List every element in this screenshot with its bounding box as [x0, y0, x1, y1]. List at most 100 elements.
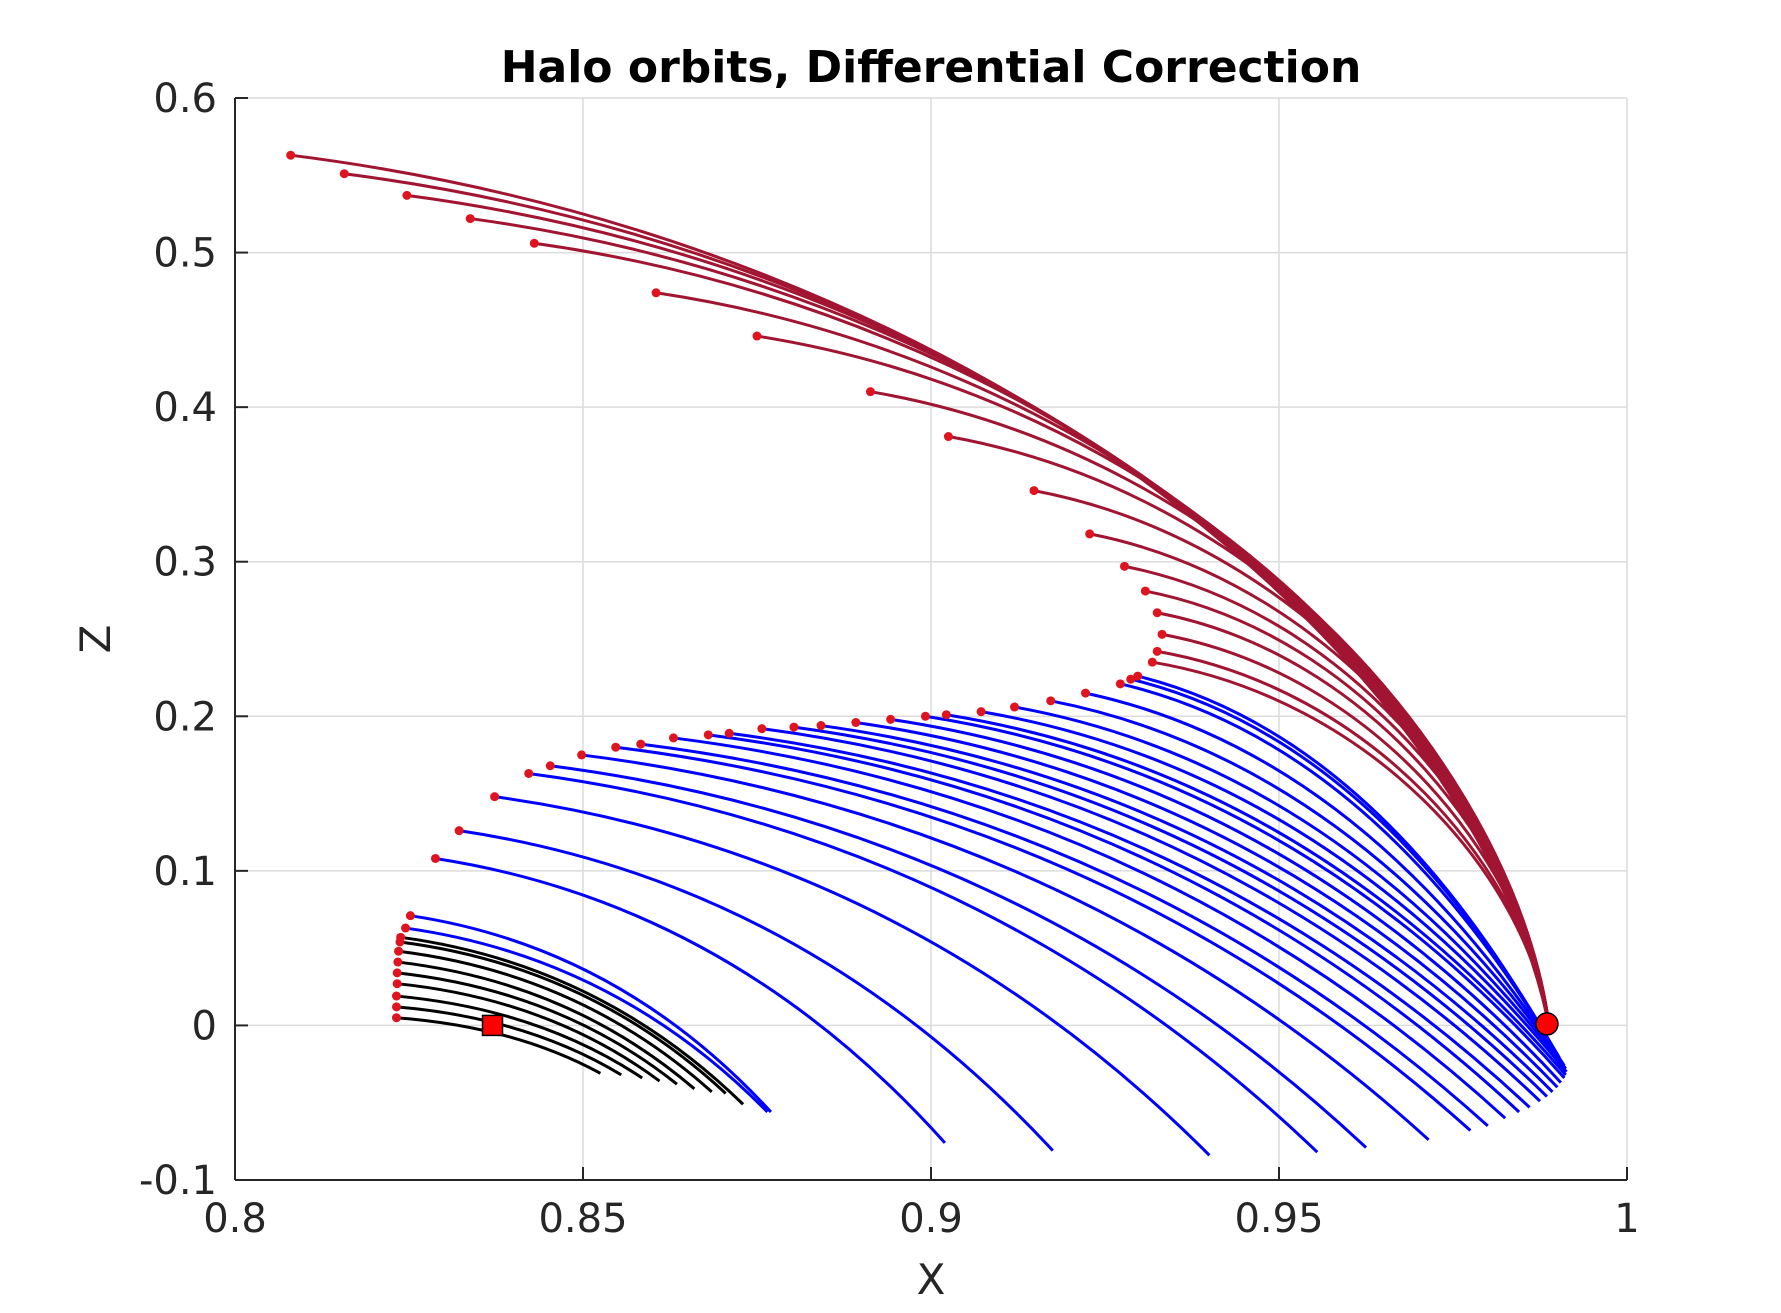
orbit-curve-black [397, 960, 696, 1090]
orbit-curve-blue [890, 717, 1562, 1084]
start-point-marker [529, 238, 539, 248]
start-point-marker [393, 957, 403, 967]
orbit-curve-blue [1085, 691, 1564, 1064]
orbit-curve-blue [640, 742, 1489, 1128]
start-point-marker [886, 714, 896, 724]
start-point-marker [1152, 608, 1162, 618]
start-point-marker [941, 710, 951, 720]
start-markers [286, 150, 1167, 1023]
orbit-curve-blue [708, 733, 1521, 1114]
start-point-marker [286, 150, 296, 160]
start-point-marker [636, 739, 646, 749]
special-markers [481, 1012, 1559, 1037]
start-point-marker [391, 1013, 401, 1023]
y-tick-label: 0 [192, 1003, 217, 1049]
start-point-marker [1115, 679, 1125, 689]
start-point-marker [1157, 629, 1167, 639]
y-tick-label: 0.6 [153, 76, 217, 122]
x-tick-label: 0.85 [538, 1196, 627, 1242]
start-point-marker [401, 923, 411, 933]
orbit-curve-blue [528, 771, 1319, 1154]
orbit-curve-black [396, 994, 643, 1080]
x-axis-label: X [917, 1255, 946, 1304]
start-point-marker [1126, 674, 1136, 684]
orbit-curve-black [399, 940, 727, 1095]
axes [234, 97, 1628, 1181]
orbit-curve-blue [1137, 674, 1557, 1054]
start-point-marker [490, 792, 500, 802]
start-point-marker [402, 190, 412, 200]
orbit-curve-blue [1050, 699, 1566, 1067]
orbit-curve-black [400, 935, 745, 1106]
start-point-marker [724, 728, 734, 738]
start-point-marker [454, 826, 464, 836]
start-point-marker [651, 288, 661, 298]
orbit-curve-blue [458, 829, 1054, 1152]
start-point-marker [391, 991, 401, 1001]
start-point-marker [524, 768, 534, 778]
orbit-curve-darkred [290, 153, 1551, 1026]
start-point-marker [430, 853, 440, 863]
y-tick-label: 0.4 [153, 385, 217, 431]
start-point-marker [1085, 529, 1095, 539]
start-point-marker [668, 733, 678, 743]
converge-point-marker [1535, 1012, 1559, 1036]
start-point-marker [1119, 561, 1129, 571]
orbit-curve-blue [980, 710, 1568, 1073]
x-tick-label: 0.9 [899, 1196, 963, 1242]
x-tick-label: 0.8 [203, 1196, 267, 1242]
start-point-marker [1029, 486, 1039, 496]
orbit-curve-black [396, 1016, 602, 1075]
start-point-marker [392, 968, 402, 978]
start-point-marker [703, 730, 713, 740]
chart-title: Halo orbits, Differential Correction [501, 42, 1362, 93]
y-tick-label: -0.1 [139, 1158, 217, 1204]
start-point-marker [1133, 671, 1143, 681]
y-axis-label: Z [71, 625, 120, 654]
start-point-marker [920, 711, 930, 721]
start-point-marker [789, 722, 799, 732]
start-point-marker [545, 761, 555, 771]
y-tick-label: 0.1 [153, 849, 217, 895]
start-point-marker [405, 911, 415, 921]
start-point-marker [865, 387, 875, 397]
orbit-curve-blue [1119, 682, 1561, 1059]
y-tick-label: 0.5 [153, 231, 217, 277]
orbit-curve-blue [615, 745, 1472, 1132]
orbit-curve-blue [761, 727, 1542, 1103]
start-point-marker [396, 932, 406, 942]
start-point-marker [391, 1002, 401, 1012]
orbit-curve-blue [494, 795, 1211, 1157]
start-point-marker [465, 214, 475, 224]
start-point-marker [1010, 702, 1020, 712]
orbit-curve-blue [410, 914, 773, 1114]
orbit-curve-black [397, 971, 678, 1086]
start-point-marker [611, 742, 621, 752]
x-tick-label: 0.95 [1234, 1196, 1323, 1242]
square-marker [481, 1014, 504, 1037]
y-tick-label: 0.2 [153, 694, 217, 740]
orbit-curve-blue [855, 720, 1559, 1089]
orbit-curve-blue [405, 926, 769, 1114]
orbit-curve-blue [1014, 705, 1567, 1070]
orbit-curve-blue [728, 731, 1531, 1109]
start-point-marker [1152, 646, 1162, 656]
start-point-marker [943, 432, 953, 442]
orbit-curve-blue [820, 724, 1554, 1093]
orbit-curves [290, 153, 1568, 1157]
orbit-curve-blue [435, 857, 947, 1144]
start-point-marker [577, 750, 587, 760]
orbit-curve-blue [925, 714, 1566, 1079]
start-point-marker [851, 717, 861, 727]
start-point-marker [976, 707, 986, 717]
start-point-marker [1147, 657, 1157, 667]
orbit-curve-blue [581, 753, 1430, 1141]
start-point-marker [1046, 696, 1056, 706]
start-point-marker [1081, 688, 1091, 698]
start-point-marker [392, 979, 402, 989]
orbit-curve-blue [550, 764, 1368, 1149]
orbit-curve-blue [793, 725, 1549, 1098]
orbit-curve-black [398, 949, 713, 1094]
orbit-curve-black [396, 1005, 623, 1077]
start-point-marker [757, 724, 767, 734]
